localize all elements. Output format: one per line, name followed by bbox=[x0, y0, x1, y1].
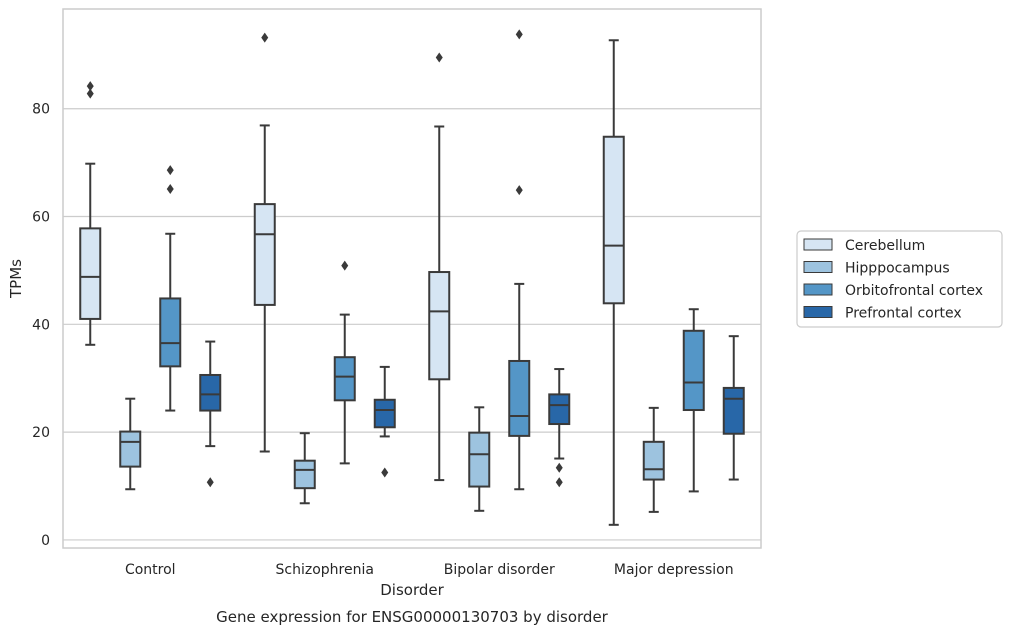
box-iqr bbox=[602, 135, 625, 305]
legend-swatch bbox=[803, 283, 833, 296]
outlier-point bbox=[381, 467, 389, 478]
legend-frame bbox=[796, 230, 1003, 328]
box-orbitofrontal-cortex bbox=[682, 308, 705, 493]
box-iqr bbox=[548, 393, 571, 426]
box-iqr bbox=[682, 329, 705, 412]
x-tick-label: Bipolar disorder bbox=[444, 562, 555, 578]
box-orbitofrontal-cortex bbox=[333, 260, 356, 465]
outlier-point bbox=[206, 477, 214, 488]
outlier-point bbox=[555, 477, 563, 488]
box-cerebellum bbox=[428, 52, 451, 482]
outlier-point bbox=[515, 29, 523, 40]
outlier-point bbox=[515, 185, 523, 196]
outlier-point bbox=[341, 260, 349, 271]
y-tick-label: 80 bbox=[32, 102, 50, 118]
outlier-point bbox=[166, 165, 174, 176]
box-iqr bbox=[119, 430, 142, 468]
box-iqr bbox=[79, 227, 102, 320]
box-cerebellum bbox=[79, 81, 102, 346]
x-tick-label: Control bbox=[125, 562, 176, 578]
boxes-layer bbox=[79, 29, 745, 526]
outlier-point bbox=[86, 88, 94, 99]
outlier-point bbox=[261, 32, 269, 43]
box-prefrontal-cortex bbox=[722, 335, 745, 481]
legend-swatch bbox=[803, 238, 833, 251]
x-tick-label: Schizophrenia bbox=[276, 562, 374, 578]
y-tick-labels: 0 20 40 60 80 bbox=[32, 102, 50, 549]
box-prefrontal-cortex bbox=[373, 365, 396, 478]
box-iqr bbox=[428, 271, 451, 381]
box-prefrontal-cortex bbox=[548, 368, 571, 488]
box-iqr bbox=[722, 386, 745, 435]
box-iqr bbox=[373, 398, 396, 429]
y-tick-label: 0 bbox=[41, 533, 50, 549]
outlier-point bbox=[555, 462, 563, 473]
box-iqr bbox=[468, 431, 491, 488]
box-iqr bbox=[508, 359, 531, 437]
y-tick-label: 20 bbox=[32, 425, 50, 441]
box-cerebellum bbox=[253, 32, 276, 453]
box-iqr bbox=[333, 356, 356, 402]
legend-entry: Prefrontal cortex bbox=[845, 306, 962, 322]
legend-swatch bbox=[803, 306, 833, 318]
outlier-point bbox=[435, 52, 443, 63]
box-prefrontal-cortex bbox=[199, 340, 222, 488]
box-hipppocampus bbox=[642, 406, 665, 513]
x-tick-labels: Control Schizophrenia Bipolar disorder Majo… bbox=[125, 562, 734, 578]
chart-caption: Gene expression for ENSG00000130703 by d… bbox=[216, 608, 609, 626]
box-hipppocampus bbox=[468, 406, 491, 512]
x-tick-label: Major depression bbox=[614, 562, 734, 578]
box-orbitofrontal-cortex bbox=[159, 165, 182, 412]
box-hipppocampus bbox=[119, 397, 142, 491]
outlier-point bbox=[166, 184, 174, 195]
plot-frame bbox=[62, 8, 762, 549]
outlier-point bbox=[86, 81, 94, 92]
x-axis-label: Disorder bbox=[380, 581, 444, 599]
legend-entry: Orbitofrontal cortex bbox=[845, 283, 983, 299]
box-iqr bbox=[293, 459, 316, 490]
legend: Cerebellum Hipppocampus Orbitofrontal cort… bbox=[796, 230, 1003, 328]
box-iqr bbox=[159, 297, 182, 368]
box-iqr bbox=[642, 440, 665, 481]
legend-entry: Cerebellum bbox=[845, 238, 925, 254]
y-axis-label: TPMs bbox=[7, 259, 25, 299]
box-hipppocampus bbox=[293, 432, 316, 505]
box-iqr bbox=[199, 373, 222, 412]
box-iqr bbox=[253, 203, 276, 306]
legend-swatch bbox=[803, 261, 833, 273]
y-tick-label: 40 bbox=[32, 317, 50, 333]
y-tick-label: 60 bbox=[32, 210, 50, 226]
legend-entry: Hipppocampus bbox=[845, 261, 950, 277]
box-cerebellum bbox=[602, 39, 625, 526]
box-orbitofrontal-cortex bbox=[508, 29, 531, 491]
